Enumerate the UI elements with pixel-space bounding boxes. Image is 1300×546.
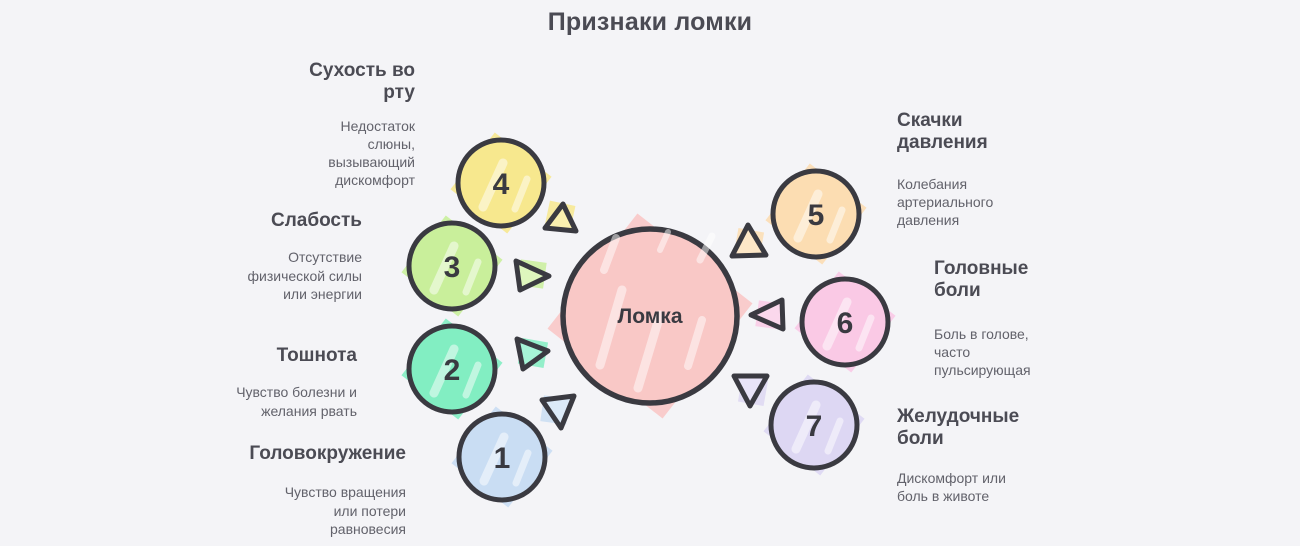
node-number: 4 xyxy=(493,168,510,201)
arrow-icon-6 xyxy=(748,297,786,332)
symptom-heading: Сухость во рту xyxy=(309,60,415,104)
node-7: 7 xyxy=(763,374,865,476)
label-block-weakness: Слабость Отсутствие физической силы или … xyxy=(212,210,363,303)
node-number: 6 xyxy=(837,307,854,340)
symptom-description: Дискомфорт или боль в животе xyxy=(897,469,1006,504)
symptom-description: Боль в голове, часто пульсирующая xyxy=(934,325,1031,379)
symptom-description: Колебания артериального давления xyxy=(897,175,994,229)
node-6: 6 xyxy=(794,271,896,373)
node-2: 2 xyxy=(401,318,503,420)
node-number: 7 xyxy=(806,410,823,443)
symptom-heading: Слабость xyxy=(270,210,362,231)
arrow-icon-2 xyxy=(514,336,551,372)
node-number: 1 xyxy=(494,442,511,475)
symptom-description: Чувство болезни и желания рвать xyxy=(236,384,357,419)
node-number: 2 xyxy=(444,354,461,387)
symptom-description: Чувство вращения или потери равновесия xyxy=(284,484,406,537)
symptom-description: Недостаток слюны, вызывающий дискомфорт xyxy=(328,117,415,189)
symptom-heading: Головокружение xyxy=(249,443,406,464)
symptom-heading: Тошнота xyxy=(276,345,357,366)
node-1: 1 xyxy=(451,406,553,508)
label-block-dizziness: Головокружение Чувство вращения или поте… xyxy=(221,443,406,538)
node-number: 3 xyxy=(444,251,461,284)
page-title: Признаки ломки xyxy=(547,8,753,36)
node-4: 4 xyxy=(450,132,552,234)
label-block-dry-mouth: Сухость во рту Недостаток слюны, вызываю… xyxy=(290,60,415,190)
node-5: 5 xyxy=(765,163,867,265)
symptom-description: Отсутствие физической силы или энергии xyxy=(247,249,363,302)
arrow-icon-1 xyxy=(539,393,577,431)
triangle-arrows xyxy=(513,201,786,431)
center-node: Ломка xyxy=(547,213,753,419)
arrow-icon-7 xyxy=(731,373,770,409)
label-block-nausea: Тошнота Чувство болезни и желания рвать xyxy=(197,345,357,420)
node-3: 3 xyxy=(401,215,503,317)
symptom-heading: Скачки давления xyxy=(897,110,988,154)
arrow-icon-3 xyxy=(513,258,552,293)
arrow-icon-4 xyxy=(542,201,579,234)
center-streaks xyxy=(595,229,716,393)
symptom-heading: Желудочные боли xyxy=(897,406,1020,450)
label-block-headaches: Головные боли Боль в голове, часто пульс… xyxy=(934,258,1036,379)
label-block-stomach-pains: Желудочные боли Дискомфорт или боль в жи… xyxy=(897,406,1025,505)
arrow-icon-5 xyxy=(729,222,769,259)
center-label: Ломка xyxy=(617,305,682,328)
node-number: 5 xyxy=(808,199,825,232)
label-block-pressure-spikes: Скачки давления Колебания артериального … xyxy=(897,110,1022,229)
symptom-heading: Головные боли xyxy=(934,258,1029,302)
